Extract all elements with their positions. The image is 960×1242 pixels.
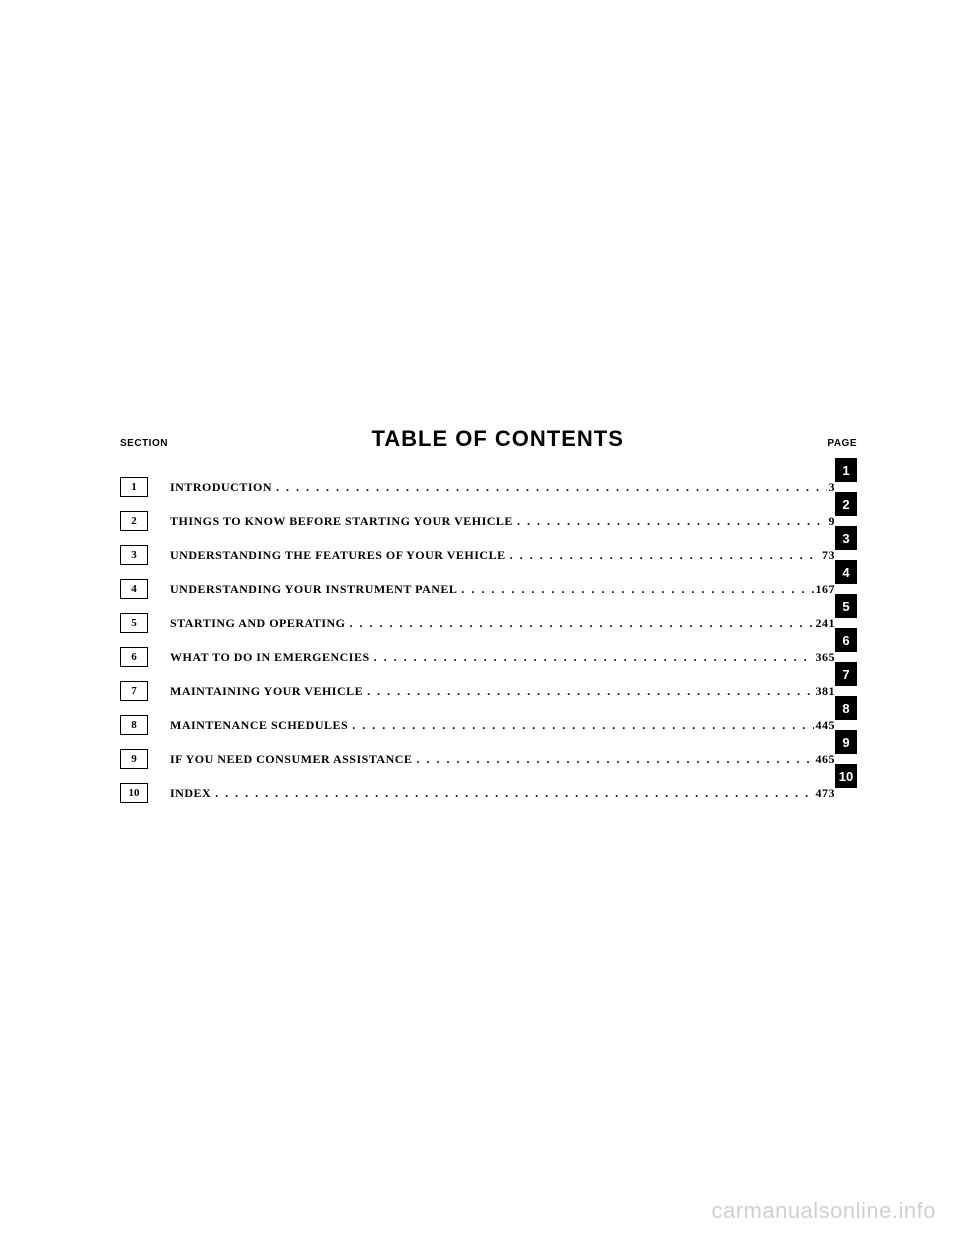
toc-leader-dots: . . . . . . . . . . . . . . . . . . . . … <box>416 752 813 767</box>
toc-entry-title: THINGS TO KNOW BEFORE STARTING YOUR VEHI… <box>170 514 513 529</box>
section-number-box: 3 <box>120 545 148 565</box>
toc-leader-dots: . . . . . . . . . . . . . . . . . . . . … <box>276 480 826 495</box>
toc-entry: MAINTENANCE SCHEDULES . . . . . . . . . … <box>170 718 835 733</box>
toc-row: 8 MAINTENANCE SCHEDULES . . . . . . . . … <box>120 708 857 742</box>
section-number-box: 9 <box>120 749 148 769</box>
toc-entry-title: STARTING AND OPERATING <box>170 616 346 631</box>
toc-entry: IF YOU NEED CONSUMER ASSISTANCE . . . . … <box>170 752 835 767</box>
page-label: PAGE <box>827 438 857 449</box>
toc-entry-page: 167 <box>816 582 836 597</box>
toc-entry-title: MAINTENANCE SCHEDULES <box>170 718 348 733</box>
toc-row: 6 WHAT TO DO IN EMERGENCIES . . . . . . … <box>120 640 857 674</box>
toc-row: 1 INTRODUCTION . . . . . . . . . . . . .… <box>120 470 857 504</box>
toc-entry: UNDERSTANDING YOUR INSTRUMENT PANEL . . … <box>170 582 835 597</box>
toc-leader-dots: . . . . . . . . . . . . . . . . . . . . … <box>510 548 820 563</box>
edge-tab: 8 <box>835 696 857 720</box>
edge-tab: 9 <box>835 730 857 754</box>
section-number-box: 1 <box>120 477 148 497</box>
toc-entry-title: INDEX <box>170 786 211 801</box>
edge-tab: 5 <box>835 594 857 618</box>
toc-entry-title: UNDERSTANDING THE FEATURES OF YOUR VEHIC… <box>170 548 506 563</box>
toc-entry-page: 465 <box>816 752 836 767</box>
toc-entry-title: IF YOU NEED CONSUMER ASSISTANCE <box>170 752 412 767</box>
section-number-box: 7 <box>120 681 148 701</box>
toc-entry-page: 381 <box>816 684 836 699</box>
section-label: SECTION <box>120 438 168 449</box>
toc-entry-title: MAINTAINING YOUR VEHICLE <box>170 684 363 699</box>
header-row: SECTION TABLE OF CONTENTS PAGE <box>120 426 857 452</box>
toc-entry-page: 473 <box>816 786 836 801</box>
toc-leader-dots: . . . . . . . . . . . . . . . . . . . . … <box>517 514 827 529</box>
toc-row: 10 INDEX . . . . . . . . . . . . . . . .… <box>120 776 857 810</box>
toc-leader-dots: . . . . . . . . . . . . . . . . . . . . … <box>461 582 813 597</box>
toc-row: 3 UNDERSTANDING THE FEATURES OF YOUR VEH… <box>120 538 857 572</box>
edge-tab: 2 <box>835 492 857 516</box>
toc-entry-page: 73 <box>822 548 835 563</box>
toc-entry: THINGS TO KNOW BEFORE STARTING YOUR VEHI… <box>170 514 835 529</box>
section-number-box: 5 <box>120 613 148 633</box>
toc-entry-title: WHAT TO DO IN EMERGENCIES <box>170 650 370 665</box>
section-number-box: 10 <box>120 783 148 803</box>
edge-tab: 1 <box>835 458 857 482</box>
toc-title: TABLE OF CONTENTS <box>371 426 623 452</box>
section-number-box: 6 <box>120 647 148 667</box>
section-number-box: 2 <box>120 511 148 531</box>
toc-leader-dots: . . . . . . . . . . . . . . . . . . . . … <box>352 718 813 733</box>
edge-tab: 6 <box>835 628 857 652</box>
edge-tab: 3 <box>835 526 857 550</box>
section-number-box: 8 <box>120 715 148 735</box>
toc-entry-page: 365 <box>816 650 836 665</box>
toc-leader-dots: . . . . . . . . . . . . . . . . . . . . … <box>374 650 814 665</box>
toc-leader-dots: . . . . . . . . . . . . . . . . . . . . … <box>367 684 813 699</box>
toc-entry: WHAT TO DO IN EMERGENCIES . . . . . . . … <box>170 650 835 665</box>
page-edge-tabs: 1 2 3 4 5 6 7 8 9 10 <box>835 458 857 798</box>
edge-tab: 7 <box>835 662 857 686</box>
toc-entry: INDEX . . . . . . . . . . . . . . . . . … <box>170 786 835 801</box>
toc-entry-title: UNDERSTANDING YOUR INSTRUMENT PANEL <box>170 582 457 597</box>
toc-row: 9 IF YOU NEED CONSUMER ASSISTANCE . . . … <box>120 742 857 776</box>
toc-row: 2 THINGS TO KNOW BEFORE STARTING YOUR VE… <box>120 504 857 538</box>
toc-entry-page: 445 <box>816 718 836 733</box>
toc-entry: STARTING AND OPERATING . . . . . . . . .… <box>170 616 835 631</box>
edge-tab: 10 <box>835 764 857 788</box>
toc-entry: UNDERSTANDING THE FEATURES OF YOUR VEHIC… <box>170 548 835 563</box>
page-content: SECTION TABLE OF CONTENTS PAGE 1 INTRODU… <box>120 426 857 810</box>
toc-row: 4 UNDERSTANDING YOUR INSTRUMENT PANEL . … <box>120 572 857 606</box>
watermark: carmanualsonline.info <box>711 1198 936 1224</box>
toc-row: 5 STARTING AND OPERATING . . . . . . . .… <box>120 606 857 640</box>
toc-entry: MAINTAINING YOUR VEHICLE . . . . . . . .… <box>170 684 835 699</box>
section-number-box: 4 <box>120 579 148 599</box>
toc-leader-dots: . . . . . . . . . . . . . . . . . . . . … <box>350 616 814 631</box>
toc-entry-page: 241 <box>816 616 836 631</box>
toc-entry: INTRODUCTION . . . . . . . . . . . . . .… <box>170 480 835 495</box>
toc-row: 7 MAINTAINING YOUR VEHICLE . . . . . . .… <box>120 674 857 708</box>
toc-entry-title: INTRODUCTION <box>170 480 272 495</box>
edge-tab: 4 <box>835 560 857 584</box>
toc-leader-dots: . . . . . . . . . . . . . . . . . . . . … <box>215 786 813 801</box>
